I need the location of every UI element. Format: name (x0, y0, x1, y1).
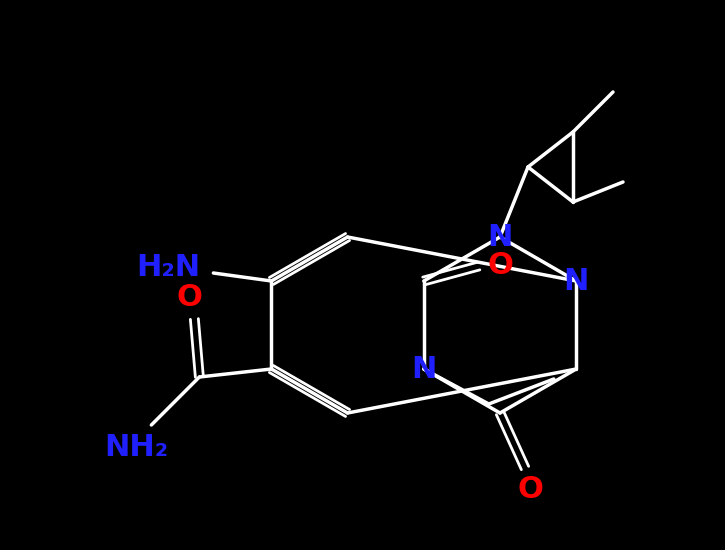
Text: O: O (488, 251, 514, 280)
Text: O: O (517, 476, 543, 504)
Text: NH₂: NH₂ (104, 432, 168, 461)
Text: O: O (176, 283, 202, 311)
Text: N: N (563, 267, 589, 295)
Text: H₂N: H₂N (136, 254, 200, 283)
Text: N: N (411, 355, 436, 383)
Text: N: N (487, 223, 513, 251)
